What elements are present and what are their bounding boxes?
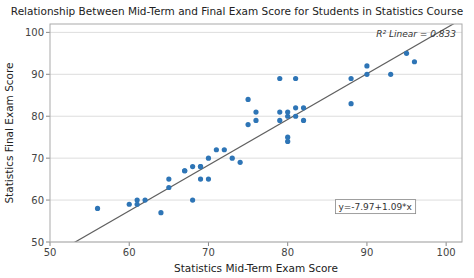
point <box>142 197 147 202</box>
plot-area <box>50 24 462 242</box>
grid-line <box>50 74 462 75</box>
point <box>182 168 187 173</box>
tick <box>46 158 50 159</box>
point <box>182 168 187 173</box>
point <box>301 118 306 123</box>
point <box>301 105 306 110</box>
tick <box>46 32 50 33</box>
frame <box>50 24 462 242</box>
point <box>277 76 282 81</box>
point <box>95 206 100 211</box>
point <box>135 197 140 202</box>
point <box>253 118 258 123</box>
point <box>253 109 258 114</box>
tick-label: 60 <box>31 195 44 206</box>
tick-label: 80 <box>31 111 44 122</box>
point <box>206 177 211 182</box>
point <box>245 97 250 102</box>
tick <box>46 116 50 117</box>
tick-label: 90 <box>361 247 374 258</box>
point <box>388 72 393 77</box>
tick-label: 60 <box>123 247 136 258</box>
point <box>348 76 353 81</box>
marks <box>50 24 462 242</box>
point <box>293 76 298 81</box>
tick-label: 100 <box>25 27 44 38</box>
point <box>198 177 203 182</box>
tick-label: 70 <box>31 153 44 164</box>
point <box>245 122 250 127</box>
tick <box>46 74 50 75</box>
point <box>166 185 171 190</box>
point <box>214 147 219 152</box>
equation-box <box>335 200 415 214</box>
point <box>238 160 243 165</box>
grid-line <box>50 116 462 117</box>
point <box>222 147 227 152</box>
tick-label: 80 <box>281 247 294 258</box>
point <box>364 63 369 68</box>
title: Relationship Between Mid-Term and Final … <box>11 5 463 17</box>
tick <box>46 200 50 201</box>
grid-line <box>50 158 462 159</box>
point <box>166 177 171 182</box>
point <box>412 59 417 64</box>
x-axis-label: Statistics Mid-Term Exam Score <box>174 262 338 274</box>
point <box>277 109 282 114</box>
tick-label: 50 <box>44 247 57 258</box>
point <box>348 101 353 106</box>
tick <box>446 242 447 246</box>
point <box>190 197 195 202</box>
point <box>230 156 235 161</box>
point <box>285 135 290 140</box>
point <box>293 114 298 119</box>
tick <box>50 242 51 246</box>
tick-label: 100 <box>437 247 456 258</box>
tick <box>129 242 130 246</box>
point <box>404 51 409 56</box>
tick-label: 70 <box>202 247 215 258</box>
point <box>277 118 282 123</box>
y-axis-label: Statistics Final Exam Score <box>3 62 15 203</box>
chart: 50 60 70 80 90 100 50 60 70 80 90 100 y=-7.97+1.09*x… <box>0 0 474 278</box>
regression-line <box>50 24 462 242</box>
r2-label: R² Linear = 0.833 <box>376 29 456 39</box>
tick <box>287 242 288 246</box>
point <box>190 164 195 169</box>
point <box>198 164 203 169</box>
tick <box>208 242 209 246</box>
point <box>127 202 132 207</box>
point <box>364 72 369 77</box>
tick-label: 50 <box>31 237 44 248</box>
point <box>206 156 211 161</box>
point <box>158 210 163 215</box>
point <box>198 164 203 169</box>
point <box>285 109 290 114</box>
point <box>293 105 298 110</box>
equation: y=-7.97+1.09*x <box>338 202 412 212</box>
tick <box>366 242 367 246</box>
tick-label: 90 <box>31 69 44 80</box>
tick <box>46 242 50 243</box>
